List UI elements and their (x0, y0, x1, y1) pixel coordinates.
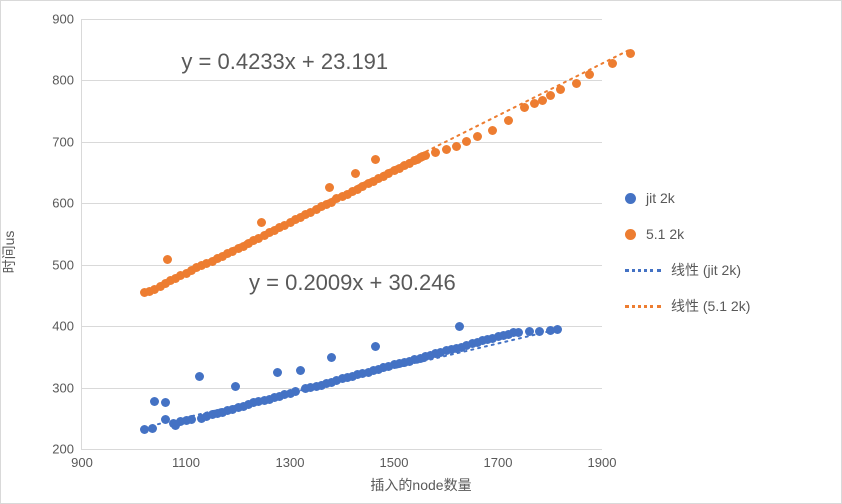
data-point (546, 91, 555, 100)
data-point (455, 322, 464, 331)
equation-annotation: y = 0.2009x + 30.246 (249, 270, 456, 296)
x-tick-label: 1900 (588, 449, 617, 470)
legend-marker-line (625, 269, 661, 272)
trendline (82, 19, 602, 449)
data-point (585, 70, 594, 79)
legend-label: 线性 (jit 2k) (671, 260, 741, 280)
legend-item: 5.1 2k (625, 216, 750, 252)
data-point (148, 424, 157, 433)
x-tick-label: 1700 (484, 449, 513, 470)
data-point (572, 79, 581, 88)
data-point (442, 145, 451, 154)
legend-label: jit 2k (646, 190, 675, 206)
x-axis-title: 插入的node数量 (370, 475, 471, 495)
data-point (520, 103, 529, 112)
chart-container: 时间us 20030040050060070080090090011001300… (0, 0, 842, 504)
data-point (371, 155, 380, 164)
plot-area: 2003004005006007008009009001100130015001… (81, 19, 602, 450)
legend-label: 线性 (5.1 2k) (671, 296, 750, 316)
data-point (351, 169, 360, 178)
legend-item: jit 2k (625, 180, 750, 216)
data-point (626, 49, 635, 58)
legend-item: 线性 (jit 2k) (625, 252, 750, 288)
y-tick-label: 600 (52, 196, 82, 211)
data-point (608, 59, 617, 68)
legend-marker-line (625, 305, 661, 308)
x-tick-label: 1500 (380, 449, 409, 470)
legend: jit 2k 5.1 2k 线性 (jit 2k) 线性 (5.1 2k) (625, 180, 750, 324)
data-point (525, 327, 534, 336)
legend-marker-dot (625, 229, 636, 240)
data-point (150, 397, 159, 406)
equation-annotation: y = 0.4233x + 23.191 (181, 49, 388, 75)
data-point (421, 151, 430, 160)
data-point (161, 398, 170, 407)
data-point (327, 353, 336, 362)
data-point (273, 368, 282, 377)
data-point (187, 415, 196, 424)
data-point (195, 372, 204, 381)
y-tick-label: 800 (52, 73, 82, 88)
x-tick-label: 900 (71, 449, 93, 470)
data-point (325, 183, 334, 192)
data-point (291, 387, 300, 396)
legend-marker-dot (625, 193, 636, 204)
y-tick-label: 500 (52, 257, 82, 272)
y-tick-label: 300 (52, 380, 82, 395)
y-tick-label: 400 (52, 319, 82, 334)
x-tick-label: 1300 (276, 449, 305, 470)
data-point (452, 142, 461, 151)
legend-label: 5.1 2k (646, 226, 684, 242)
x-tick-label: 1100 (172, 449, 200, 470)
y-tick-label: 700 (52, 134, 82, 149)
data-point (535, 327, 544, 336)
data-point (504, 116, 513, 125)
data-point (556, 85, 565, 94)
legend-item: 线性 (5.1 2k) (625, 288, 750, 324)
y-axis-title: 时间us (0, 231, 19, 274)
y-tick-label: 900 (52, 12, 82, 27)
